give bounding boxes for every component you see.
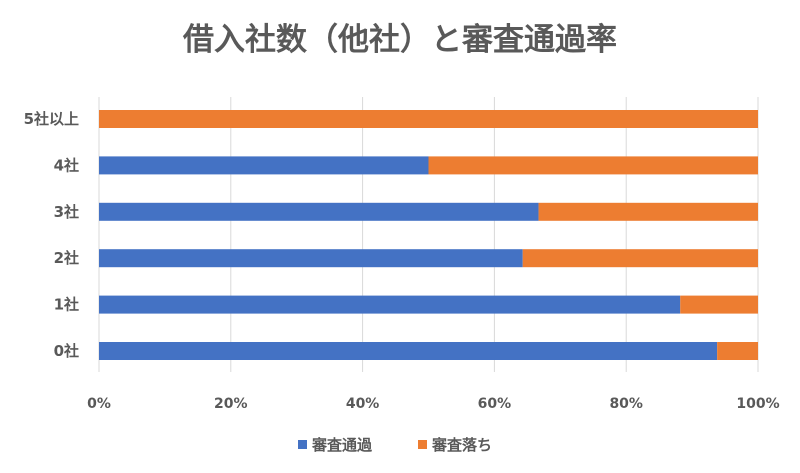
bar-segment-fail bbox=[717, 342, 758, 360]
bar-segment-fail bbox=[99, 110, 758, 128]
legend-swatch bbox=[298, 440, 307, 449]
x-tick-label: 40% bbox=[346, 396, 380, 412]
category-label: 0社 bbox=[54, 342, 79, 360]
bar-segment-fail bbox=[428, 156, 758, 175]
legend-swatch bbox=[418, 440, 427, 449]
category-label: 4社 bbox=[54, 156, 79, 174]
bar-segment-pass bbox=[99, 249, 523, 268]
legend-label: 審査通過 bbox=[311, 436, 373, 454]
bar-segment-fail bbox=[522, 249, 758, 268]
x-tick-label: 0% bbox=[87, 396, 111, 412]
x-tick-label: 100% bbox=[736, 396, 779, 412]
bar-segment-fail bbox=[680, 295, 758, 314]
legend: 審査通過 審査落ち bbox=[298, 436, 492, 454]
bar-segment-pass bbox=[99, 295, 681, 314]
x-tick-label: 20% bbox=[214, 396, 248, 412]
bar-segment-pass bbox=[99, 202, 539, 221]
gridlines bbox=[98, 97, 759, 372]
category-label: 3社 bbox=[54, 203, 79, 221]
bars bbox=[99, 110, 758, 360]
category-label: 1社 bbox=[54, 296, 79, 314]
category-labels: 5社以上 4社 3社 2社 1社 0社 bbox=[24, 110, 79, 360]
bar-segment-pass bbox=[99, 156, 429, 175]
x-tick-label: 60% bbox=[478, 396, 512, 412]
chart-title: 借入社数（他社）と審査通過率 bbox=[182, 22, 617, 58]
category-label: 2社 bbox=[54, 249, 79, 267]
legend-label: 審査落ち bbox=[431, 436, 492, 454]
x-tick-label: 80% bbox=[609, 396, 643, 412]
category-label: 5社以上 bbox=[24, 110, 79, 128]
bar-segment-fail bbox=[538, 202, 758, 221]
bar-segment-pass bbox=[99, 342, 718, 360]
x-axis-tick-labels: 0% 20% 40% 60% 80% 100% bbox=[87, 396, 780, 412]
